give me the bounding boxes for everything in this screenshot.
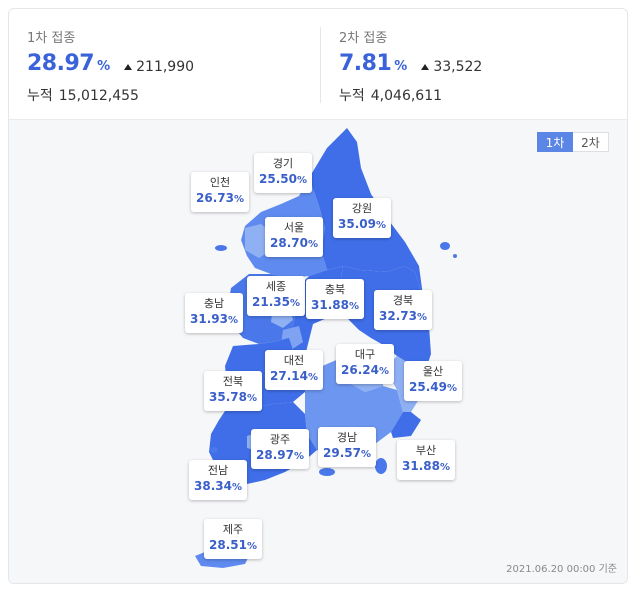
island-dot — [440, 242, 450, 250]
region-name: 경기 — [272, 157, 294, 170]
region-name: 경북 — [392, 294, 414, 307]
label-gyeongnam[interactable]: 경남 29.57% — [318, 427, 376, 467]
dose1-main: 28.97 % 211,990 — [27, 51, 194, 76]
dose1-cum-label: 누적 — [27, 88, 53, 104]
up-triangle-icon — [124, 64, 133, 70]
label-daegu[interactable]: 대구 26.24% — [336, 344, 394, 384]
region-value: 27.14% — [270, 369, 318, 383]
dose2-cum-value: 4,046,611 — [370, 88, 443, 104]
region-name: 부산 — [415, 444, 437, 457]
region-value: 26.73% — [196, 191, 244, 205]
dose2-main: 7.81 % 33,522 — [339, 51, 482, 76]
region-name: 광주 — [269, 433, 291, 446]
dose1-stat: 1차 접종 28.97 % 211,990 누적 15,012,455 — [27, 9, 317, 119]
region-name: 충남 — [203, 297, 225, 310]
region-name: 강원 — [351, 202, 373, 215]
region-name: 경남 — [336, 431, 358, 444]
dose2-label: 2차 접종 — [339, 31, 388, 46]
label-ulsan[interactable]: 울산 25.49% — [404, 361, 462, 401]
island-dot — [210, 447, 218, 453]
dose2-stat: 2차 접종 7.81 % 33,522 누적 4,046,611 — [339, 9, 627, 119]
island-dot — [319, 468, 335, 476]
dose1-percent: 28.97 — [27, 51, 95, 76]
region-name: 대전 — [283, 354, 305, 367]
dose2-percent: 7.81 — [339, 51, 392, 76]
label-seoul[interactable]: 서울 28.70% — [265, 217, 323, 257]
label-jeju[interactable]: 제주 28.51% — [204, 519, 262, 559]
label-gangwon[interactable]: 강원 35.09% — [333, 198, 391, 238]
up-triangle-icon — [421, 64, 430, 70]
island-dot — [453, 254, 457, 258]
dose2-delta: 33,522 — [421, 59, 482, 75]
region-value: 25.49% — [409, 380, 457, 394]
region-value: 31.93% — [190, 312, 238, 326]
label-sejong[interactable]: 세종 21.35% — [247, 276, 305, 316]
region-value: 31.88% — [402, 459, 450, 473]
region-value: 35.09% — [338, 217, 386, 231]
dose1-cum-value: 15,012,455 — [58, 88, 139, 104]
timestamp: 2021.06.20 00:00 기준 — [506, 564, 617, 575]
map-area: 1차 2차 인천 26.73% 경기 25.50% 서울 28.70% 강원 3… — [9, 120, 627, 583]
toggle-dose2-button[interactable]: 2차 — [573, 132, 609, 152]
region-busan-shape[interactable] — [391, 412, 421, 438]
dose-toggle: 1차 2차 — [537, 132, 609, 152]
dose2-delta-value: 33,522 — [433, 59, 483, 75]
toggle-dose1-button[interactable]: 1차 — [537, 132, 573, 152]
stats-header: 1차 접종 28.97 % 211,990 누적 15,012,455 2차 접종… — [9, 9, 627, 120]
vaccination-card: 1차 접종 28.97 % 211,990 누적 15,012,455 2차 접종… — [8, 8, 628, 584]
region-value: 29.57% — [323, 446, 371, 460]
region-value: 28.70% — [270, 236, 318, 250]
dose1-delta-value: 211,990 — [136, 59, 195, 75]
label-jeonbuk[interactable]: 전북 35.78% — [204, 371, 262, 411]
label-jeonnam[interactable]: 전남 38.34% — [189, 460, 247, 500]
region-value: 28.51% — [209, 538, 257, 552]
label-incheon[interactable]: 인천 26.73% — [191, 172, 249, 212]
stats-divider — [320, 27, 321, 103]
region-name: 울산 — [422, 365, 444, 378]
region-value: 28.97% — [256, 448, 304, 462]
region-name: 인천 — [209, 176, 231, 189]
region-value: 38.34% — [194, 479, 242, 493]
label-gyeonggi[interactable]: 경기 25.50% — [254, 153, 312, 193]
region-name: 충북 — [324, 283, 346, 296]
island-dot — [375, 458, 387, 474]
label-chungbuk[interactable]: 충북 31.88% — [306, 279, 364, 319]
dose1-percent-unit: % — [97, 59, 111, 74]
dose1-cumulative: 누적 15,012,455 — [27, 85, 145, 105]
region-incheon-shape[interactable] — [245, 224, 271, 258]
dose2-percent-unit: % — [394, 59, 408, 74]
dose2-cum-label: 누적 — [339, 88, 365, 104]
region-value: 25.50% — [259, 172, 307, 186]
region-value: 32.73% — [379, 309, 427, 323]
dose1-delta: 211,990 — [124, 59, 194, 75]
label-chungnam[interactable]: 충남 31.93% — [185, 293, 243, 333]
region-value: 26.24% — [341, 363, 389, 377]
region-name: 서울 — [283, 221, 305, 234]
dose2-cumulative: 누적 4,046,611 — [339, 85, 448, 105]
island-dot — [215, 245, 227, 251]
region-value: 35.78% — [209, 390, 257, 404]
label-gwangju[interactable]: 광주 28.97% — [251, 429, 309, 469]
region-name: 대구 — [354, 348, 376, 361]
dose1-label: 1차 접종 — [27, 31, 76, 46]
region-name: 전남 — [207, 464, 229, 477]
region-name: 제주 — [222, 523, 244, 536]
region-value: 21.35% — [252, 295, 300, 309]
region-name: 세종 — [265, 280, 287, 293]
label-busan[interactable]: 부산 31.88% — [397, 440, 455, 480]
region-value: 31.88% — [311, 298, 359, 312]
label-daejeon[interactable]: 대전 27.14% — [265, 350, 323, 390]
label-gyeongbuk[interactable]: 경북 32.73% — [374, 290, 432, 330]
region-name: 전북 — [222, 375, 244, 388]
